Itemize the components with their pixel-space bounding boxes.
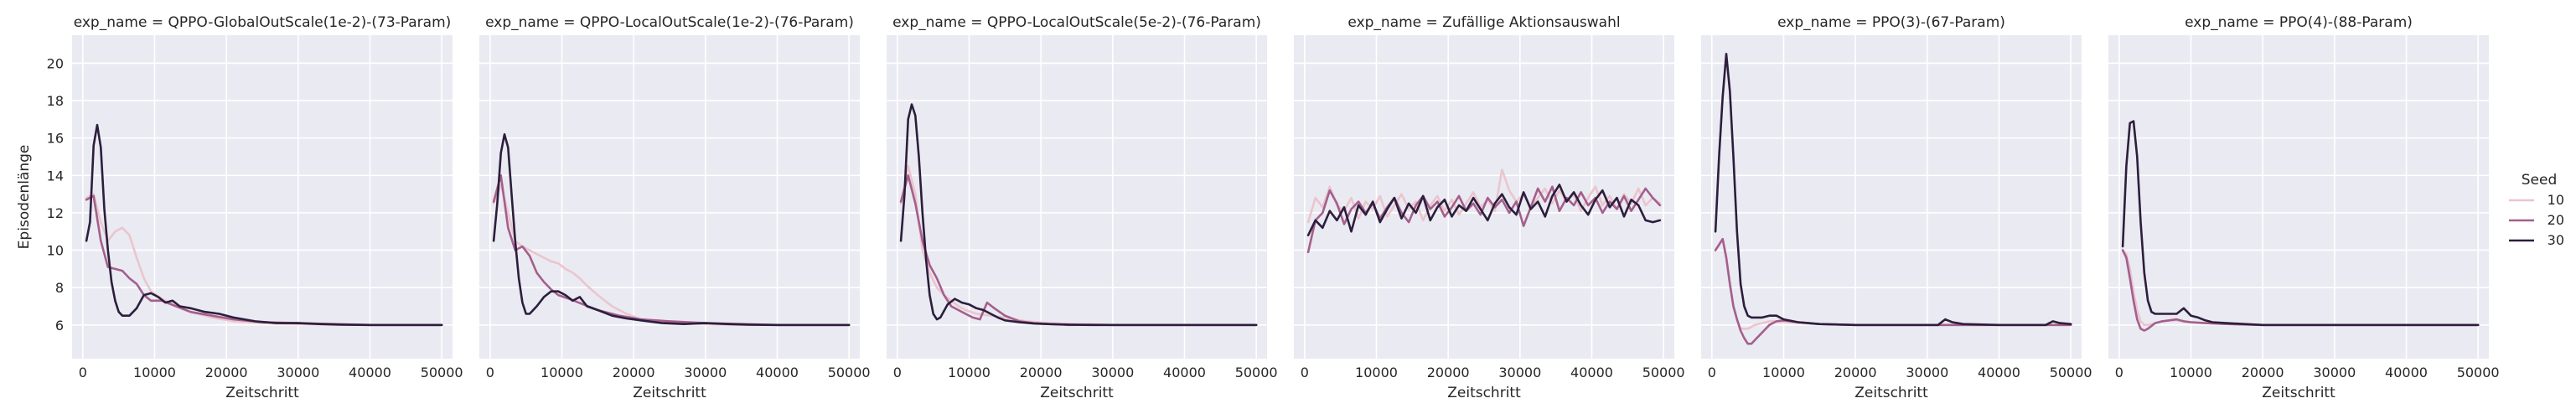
x-tick-label: 30000 (2313, 365, 2356, 380)
facet-title: exp_name = Zufällige Aktionsauswahl (1347, 14, 1620, 31)
x-tick-label: 10000 (1355, 365, 1398, 380)
facet-panel: exp_name = QPPO-LocalOutScale(1e-2)-(76-… (479, 14, 871, 401)
facet-title: exp_name = QPPO-LocalOutScale(1e-2)-(76-… (485, 14, 854, 31)
x-tick-label: 40000 (1978, 365, 2020, 380)
x-tick-label: 20000 (613, 365, 655, 380)
y-tick-label: 10 (47, 243, 64, 259)
x-axis-label: Zeitschritt (633, 385, 706, 401)
x-tick-label: 10000 (1762, 365, 1805, 380)
series-line-seed-10 (1306, 168, 1662, 224)
series-line-seed-30 (899, 103, 1258, 327)
x-tick-label: 0 (893, 365, 902, 380)
y-tick-label: 8 (55, 280, 64, 296)
x-tick-label: 50000 (421, 365, 463, 380)
x-tick-label: 50000 (2050, 365, 2092, 380)
x-tick-label: 40000 (2385, 365, 2428, 380)
x-tick-label: 0 (1708, 365, 1716, 380)
x-tick-label: 20000 (1834, 365, 1877, 380)
x-axis-label: Zeitschritt (1854, 385, 1928, 401)
plot-area (72, 35, 453, 359)
y-tick-label: 16 (47, 131, 64, 147)
y-tick-label: 6 (55, 318, 64, 334)
x-tick-label: 20000 (1020, 365, 1063, 380)
x-tick-label: 30000 (1498, 365, 1541, 380)
x-tick-label: 40000 (349, 365, 391, 380)
x-tick-label: 40000 (1163, 365, 1206, 380)
y-tick-label: 14 (47, 168, 64, 184)
legend-label-seed-10: 10 (2548, 192, 2564, 208)
facet-panel: exp_name = PPO(4)-(88-Param) 0 10000 20000 3… (2108, 14, 2500, 401)
x-tick-label: 10000 (948, 365, 991, 380)
x-tick-label: 0 (1301, 365, 1309, 380)
x-axis-label: Zeitschritt (225, 385, 299, 401)
facet-panel: exp_name = QPPO-GlobalOutScale(1e-2)-(73… (16, 14, 463, 401)
series-line-seed-30 (1306, 184, 1662, 236)
facet-title: exp_name = QPPO-LocalOutScale(5e-2)-(76-… (892, 14, 1261, 31)
legend-label-seed-20: 20 (2548, 212, 2564, 228)
x-tick-label: 50000 (1642, 365, 1685, 380)
y-tick-label: 20 (47, 55, 64, 71)
facet-panel: exp_name = QPPO-LocalOutScale(5e-2)-(76-… (887, 14, 1278, 401)
x-axis-label: Zeitschritt (2262, 385, 2335, 401)
plot-area (2108, 35, 2489, 359)
facet-title: exp_name = PPO(3)-(67-Param) (1777, 14, 2005, 31)
x-tick-label: 20000 (1427, 365, 1470, 380)
series-line-seed-30 (85, 123, 443, 327)
x-tick-label: 40000 (756, 365, 799, 380)
x-axis-label: Zeitschritt (1040, 385, 1114, 401)
facet-title: exp_name = QPPO-GlobalOutScale(1e-2)-(73… (74, 14, 452, 31)
series-line-seed-30 (492, 133, 851, 327)
legend: Seed 10 20 30 (2509, 172, 2564, 248)
x-tick-label: 20000 (205, 365, 248, 380)
plot-area (479, 35, 860, 359)
series-line-seed-30 (1714, 53, 2072, 327)
x-tick-label: 30000 (1091, 365, 1134, 380)
x-tick-label: 50000 (1235, 365, 1278, 380)
x-tick-label: 40000 (1570, 365, 1613, 380)
series-line-seed-30 (2121, 120, 2480, 327)
x-tick-label: 0 (486, 365, 494, 380)
x-tick-label: 10000 (541, 365, 583, 380)
x-tick-label: 30000 (684, 365, 727, 380)
x-axis-label: Zeitschritt (1447, 385, 1521, 401)
x-tick-label: 10000 (133, 365, 176, 380)
facet-panel: exp_name = PPO(3)-(67-Param) 0 10000 20000 3… (1701, 14, 2092, 401)
x-tick-label: 30000 (277, 365, 319, 380)
x-tick-label: 20000 (2242, 365, 2284, 380)
x-tick-label: 0 (79, 365, 87, 380)
facet-title: exp_name = PPO(4)-(88-Param) (2185, 14, 2413, 31)
legend-title: Seed (2522, 172, 2558, 189)
x-tick-label: 10000 (2170, 365, 2212, 380)
legend-label-seed-30: 30 (2548, 232, 2564, 248)
x-tick-label: 50000 (828, 365, 871, 380)
facet-panel: exp_name = Zufällige Aktionsauswahl 0 1000… (1294, 14, 1685, 401)
x-tick-label: 30000 (1906, 365, 1948, 380)
x-tick-label: 50000 (2457, 365, 2500, 380)
plot-area (1701, 35, 2082, 359)
x-tick-label: 0 (2115, 365, 2123, 380)
y-axis-label: Episodenlänge (16, 145, 33, 250)
y-tick-label: 18 (47, 93, 64, 109)
y-tick-label: 12 (47, 205, 64, 221)
